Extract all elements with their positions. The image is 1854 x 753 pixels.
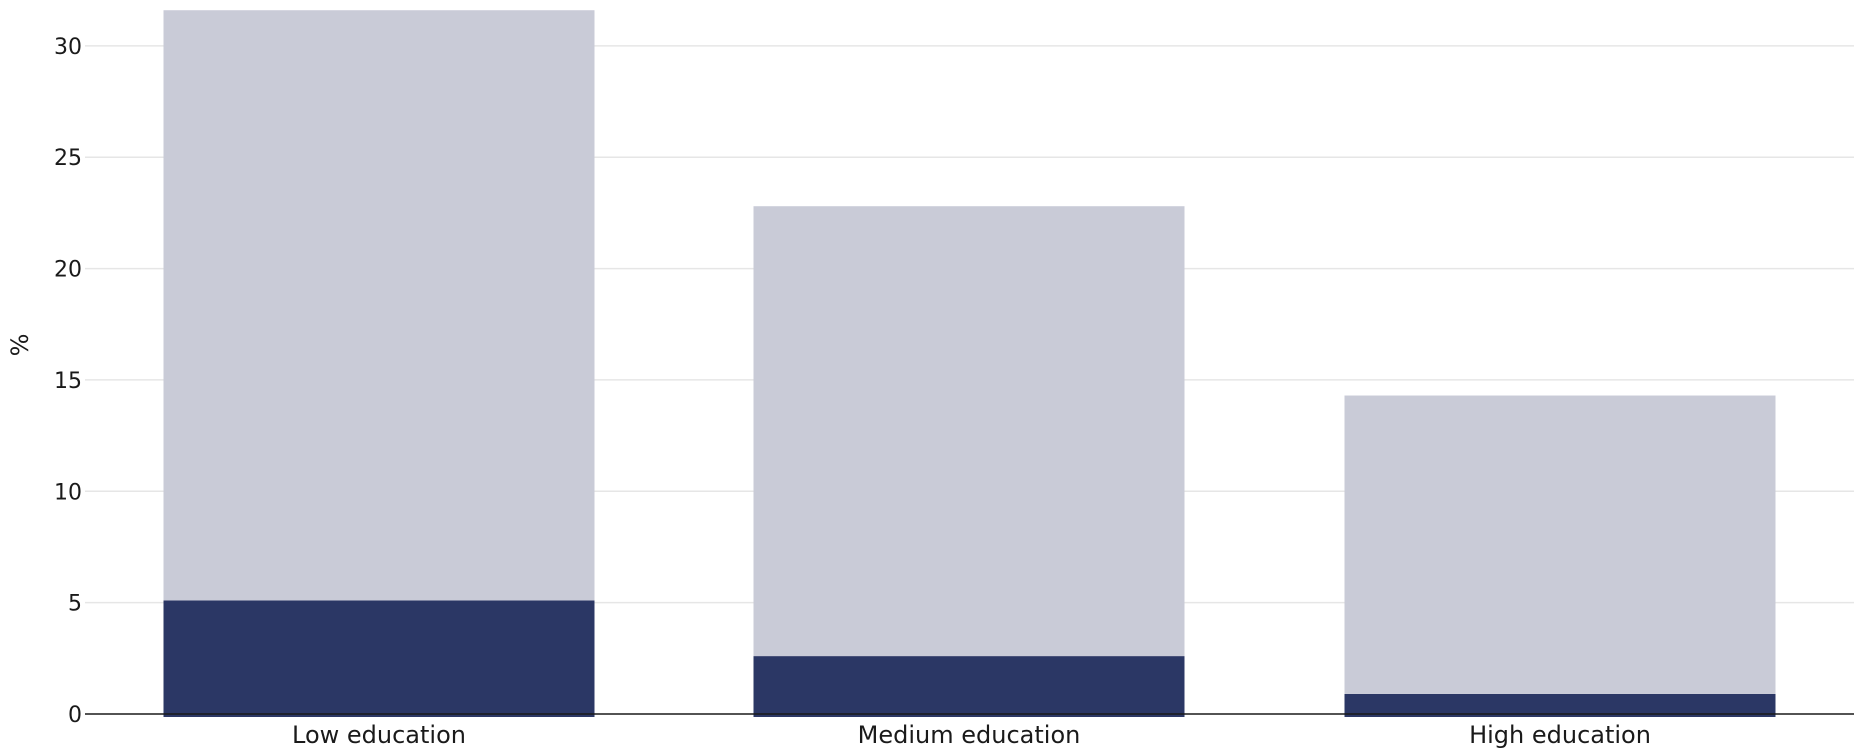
y-axis-title: %: [6, 334, 34, 357]
y-tick-label: 10: [54, 480, 82, 505]
y-tick-label: 30: [54, 35, 82, 60]
y-tick-label: 5: [68, 592, 82, 617]
bars: [163, 10, 1776, 717]
x-category-labels: Low education Medium education High educat…: [292, 721, 1651, 749]
x-category-label: Medium education: [858, 721, 1081, 749]
y-tick-label: 25: [54, 146, 82, 171]
x-category-label: High education: [1469, 721, 1651, 749]
x-category-label: Low education: [292, 721, 466, 749]
bar-segment: [163, 600, 595, 717]
bar-segment: [753, 656, 1185, 717]
bar-segment: [1344, 395, 1776, 694]
y-tick-label: 0: [68, 703, 82, 728]
bar-segment: [1344, 693, 1776, 717]
bar-segment: [753, 206, 1185, 657]
y-tick-label: 20: [54, 258, 82, 283]
y-tick-label: 15: [54, 369, 82, 394]
y-tick-labels: 0 5 10 15 20 25 30: [54, 35, 82, 728]
bar-segment: [163, 10, 595, 601]
